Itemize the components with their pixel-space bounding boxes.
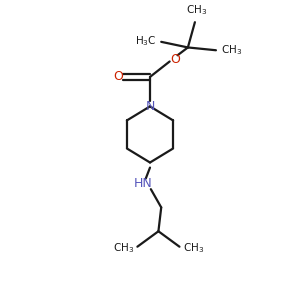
Text: O: O xyxy=(170,53,180,66)
Text: O: O xyxy=(113,70,123,83)
Text: N: N xyxy=(145,100,155,113)
Text: H$_3$C: H$_3$C xyxy=(135,34,157,48)
Text: CH$_3$: CH$_3$ xyxy=(113,241,134,255)
Text: CH$_3$: CH$_3$ xyxy=(183,241,204,255)
Text: CH$_3$: CH$_3$ xyxy=(221,44,242,57)
Text: HN: HN xyxy=(134,177,152,190)
Text: CH$_3$: CH$_3$ xyxy=(186,3,207,16)
